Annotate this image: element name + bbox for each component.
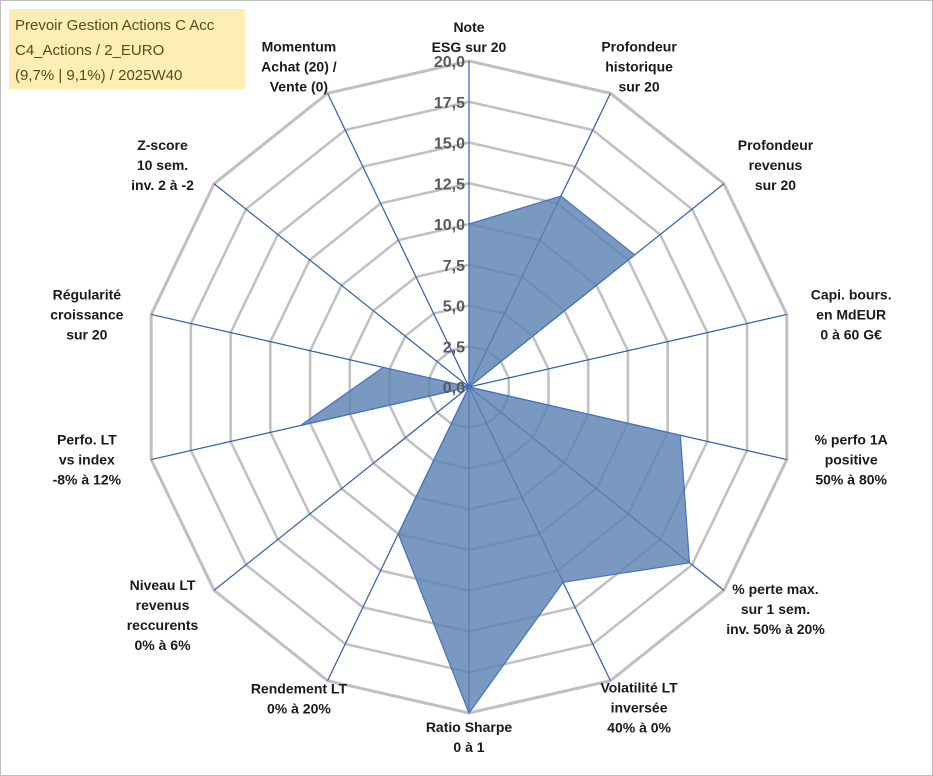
axis-spoke — [468, 313, 787, 388]
axis-label: Volatilité LT inversée 40% à 0% — [600, 680, 678, 736]
series-area — [299, 195, 691, 714]
tick-label: 20,0 — [434, 54, 465, 71]
tick-label: 2,5 — [443, 339, 465, 356]
axis-label: Ratio Sharpe 0 à 1 — [426, 719, 513, 755]
radial-tick-labels: 0,0 2,5 5,0 7,5 10,0 12,5 15,0 17,5 20,0 — [434, 54, 465, 397]
tick-label: 12,5 — [434, 176, 465, 193]
axis-label: Z-score 10 sem. inv. 2 à -2 — [131, 137, 194, 193]
axis-label: % perte max. sur 1 sem. inv. 50% à 20% — [726, 581, 825, 637]
tick-label: 15,0 — [434, 136, 465, 153]
axis-label: Capi. bours. en MdEUR 0 à 60 G€ — [811, 286, 892, 342]
axis-label: Rendement LT 0% à 20% — [251, 681, 348, 717]
axis-spoke — [327, 93, 470, 388]
fund-info-box: Prevoir Gestion Actions C Acc C4_Actions… — [9, 9, 245, 89]
axis-label: Régularité croissance sur 20 — [50, 286, 123, 342]
axis-label: Profondeur historique sur 20 — [601, 38, 677, 94]
axis-label: Momentum Achat (20) / Vente (0) — [261, 38, 337, 94]
axis-label: % perfo 1A positive 50% à 80% — [815, 432, 888, 488]
fund-category: C4_Actions / 2_EURO — [15, 42, 165, 59]
axis-label: Profondeur revenus sur 20 — [738, 137, 814, 193]
axis-labels: Note ESG sur 20 Profondeur historique sur 20… — [50, 19, 891, 755]
axis-label: Niveau LT revenus reccurents 0% à 6% — [127, 577, 199, 653]
fund-performance-week: (9,7% | 9,1%) / 2025W40 — [15, 67, 183, 84]
axis-label: Note ESG sur 20 — [432, 19, 507, 55]
radar-series — [299, 195, 691, 714]
tick-label: 7,5 — [443, 258, 465, 275]
tick-label: 5,0 — [443, 299, 465, 316]
fund-name: Prevoir Gestion Actions C Acc — [15, 17, 215, 34]
axis-spoke — [213, 183, 470, 388]
axis-label: Perfo. LT vs index -8% à 12% — [53, 432, 122, 488]
tick-label: 10,0 — [434, 217, 465, 234]
tick-label: 0,0 — [443, 380, 465, 397]
axis-spoke — [213, 386, 470, 591]
tick-label: 17,5 — [434, 95, 465, 112]
